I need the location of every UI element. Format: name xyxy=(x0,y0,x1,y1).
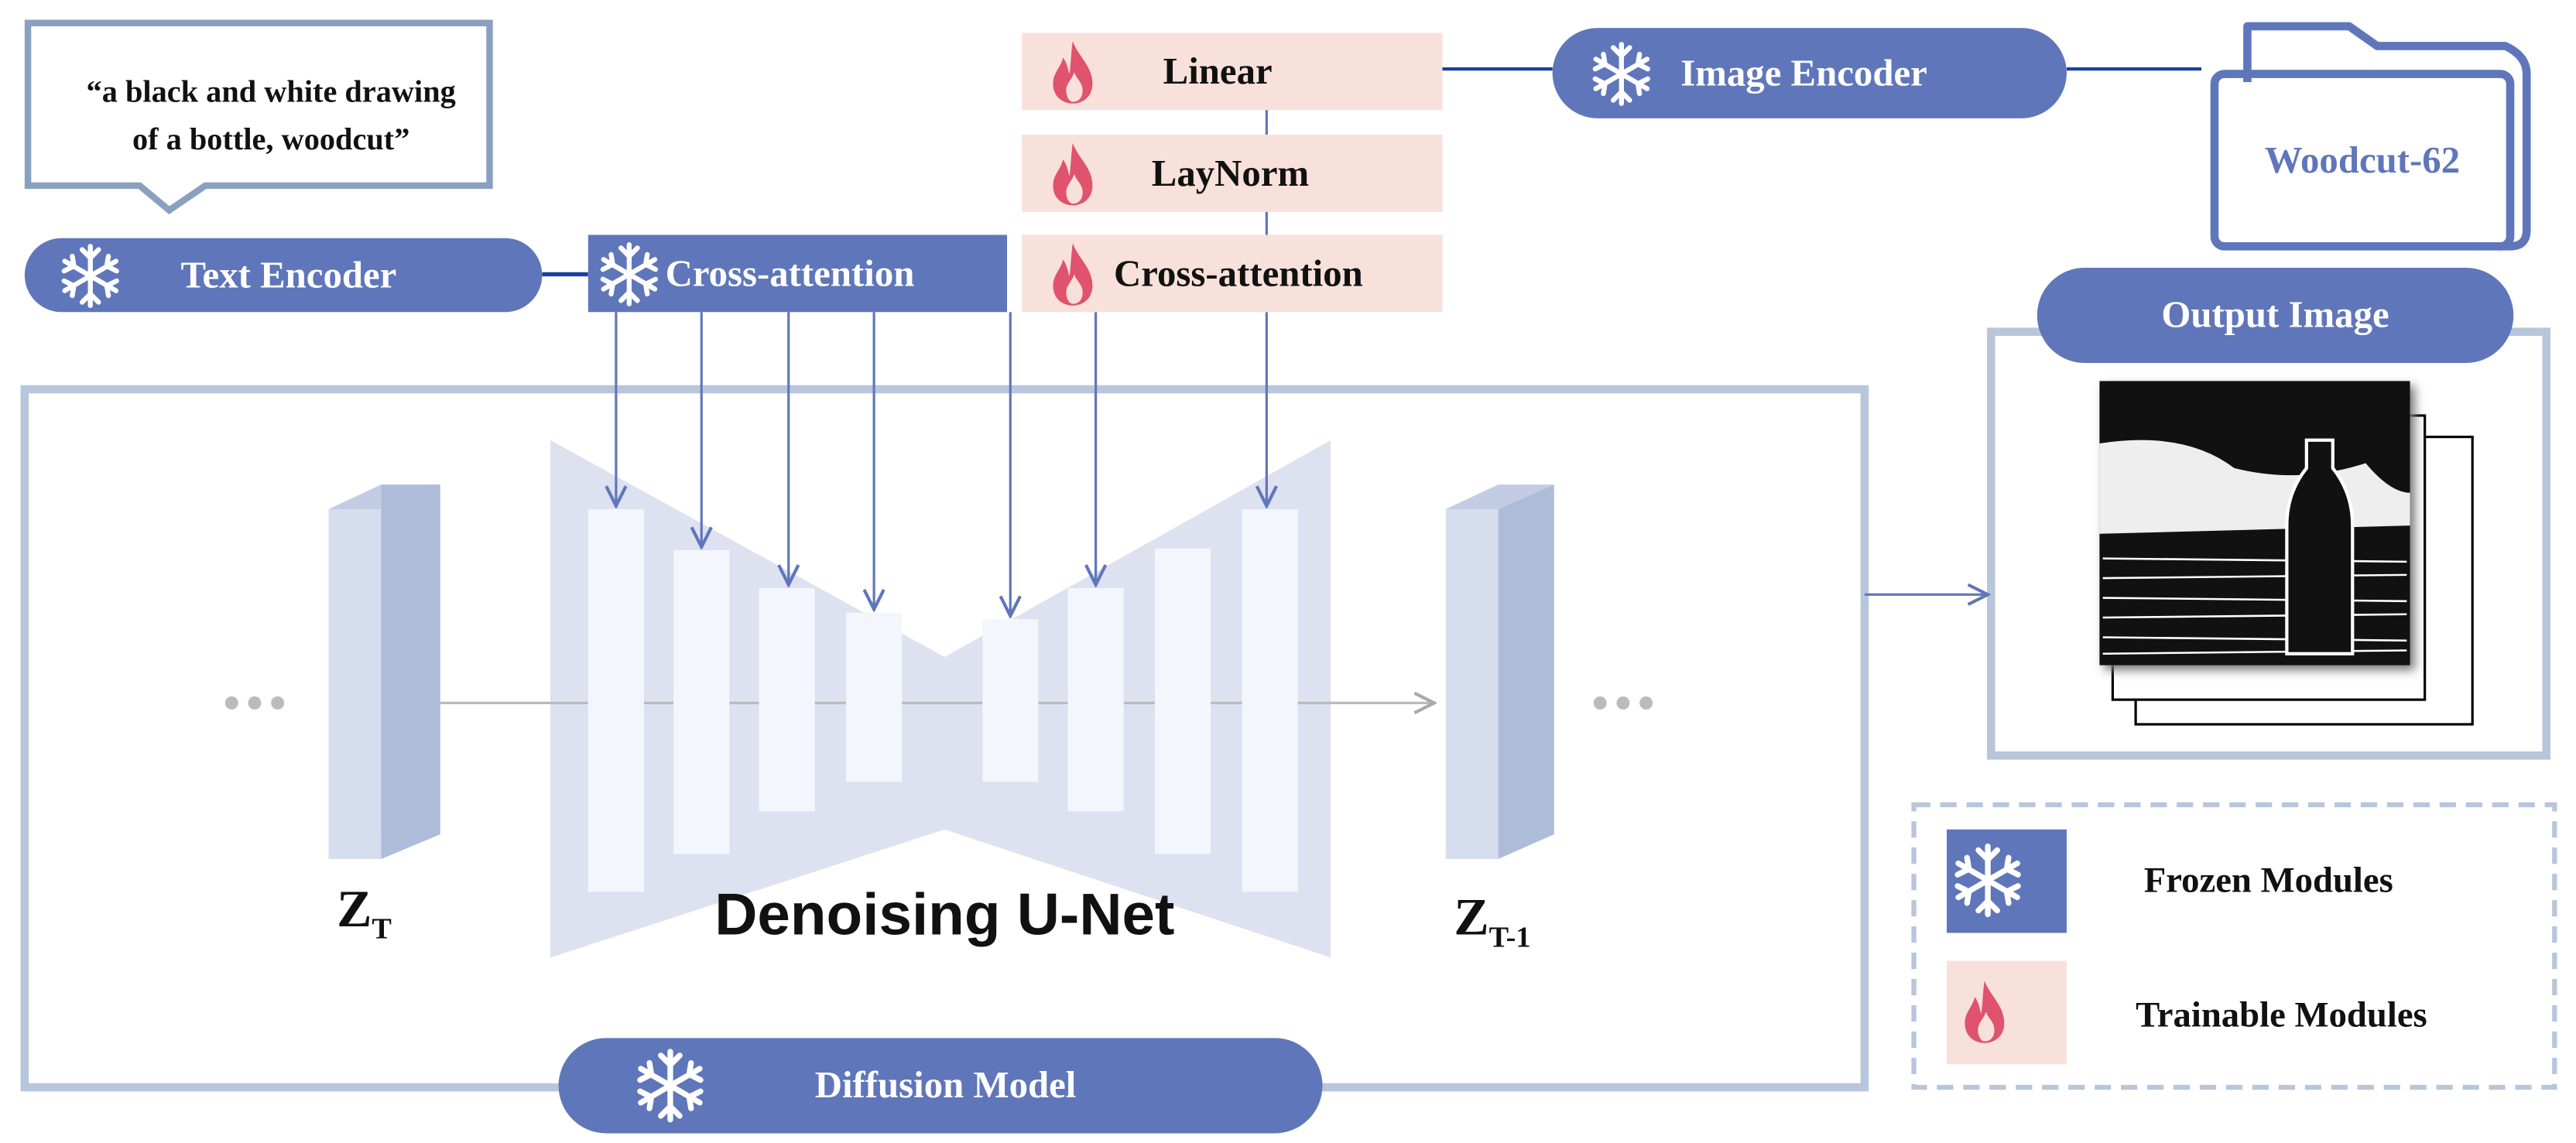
attention-arrows xyxy=(616,312,1266,616)
flame-icon xyxy=(1053,242,1093,305)
flame-icon xyxy=(1053,142,1093,205)
legend-frame xyxy=(1911,802,2557,1090)
output-image-label: Output Image xyxy=(2161,293,2389,335)
image-encoder: Image Encoder xyxy=(1552,28,2067,118)
unet-shape xyxy=(550,440,1331,958)
frozen-cross-attention-label: Cross-attention xyxy=(665,252,915,293)
latent-zt1-label: ZT-1 xyxy=(1454,887,1531,953)
legend-trainable-swatch xyxy=(1947,960,2067,1065)
frozen-cross-attention: Cross-attention xyxy=(587,234,1008,313)
ellipsis-icon xyxy=(1593,696,1653,710)
laynorm-label: LayNorm xyxy=(1151,152,1310,193)
image-encoder-label: Image Encoder xyxy=(1680,51,1927,93)
snowflake-icon xyxy=(596,241,662,306)
snowflake-icon xyxy=(57,242,123,308)
output-image-picture xyxy=(2099,381,2474,726)
unet-layers xyxy=(587,508,1298,892)
prompt-bubble xyxy=(24,19,493,214)
trainable-linear: Linear xyxy=(1022,33,1443,111)
folder-icon xyxy=(2210,22,2531,251)
trainable-laynorm: LayNorm xyxy=(1022,135,1443,212)
diffusion-model: Diffusion Model xyxy=(558,1038,1323,1134)
latent-zt-label: ZT xyxy=(337,878,392,946)
dataset-label: Woodcut-62 xyxy=(2264,139,2461,181)
diffusion-model-label: Diffusion Model xyxy=(814,1064,1077,1106)
trainable-cross-attention: Cross-attention xyxy=(1022,234,1443,313)
legend-frozen-label: Frozen Modules xyxy=(2143,859,2393,901)
flame-icon xyxy=(1053,39,1093,103)
legend-frozen-swatch xyxy=(1947,829,2067,933)
prompt-text: “a black and white drawing of a bottle, … xyxy=(86,75,456,158)
unet-label: Denoising U-Net xyxy=(714,880,1175,948)
text-encoder-label: Text Encoder xyxy=(180,253,397,295)
trainable-cross-attention-label: Cross-attention xyxy=(1113,252,1363,293)
legend-trainable-label: Trainable Modules xyxy=(2136,994,2427,1035)
snowflake-icon xyxy=(632,1048,708,1124)
ellipsis-icon xyxy=(224,696,285,710)
latent-zt-block xyxy=(328,484,440,860)
text-encoder: Text Encoder xyxy=(24,238,543,313)
output-image-title: Output Image xyxy=(2036,267,2514,364)
linear-label: Linear xyxy=(1163,50,1273,91)
snowflake-icon xyxy=(1588,40,1654,106)
latent-zt1-block xyxy=(1445,484,1554,860)
